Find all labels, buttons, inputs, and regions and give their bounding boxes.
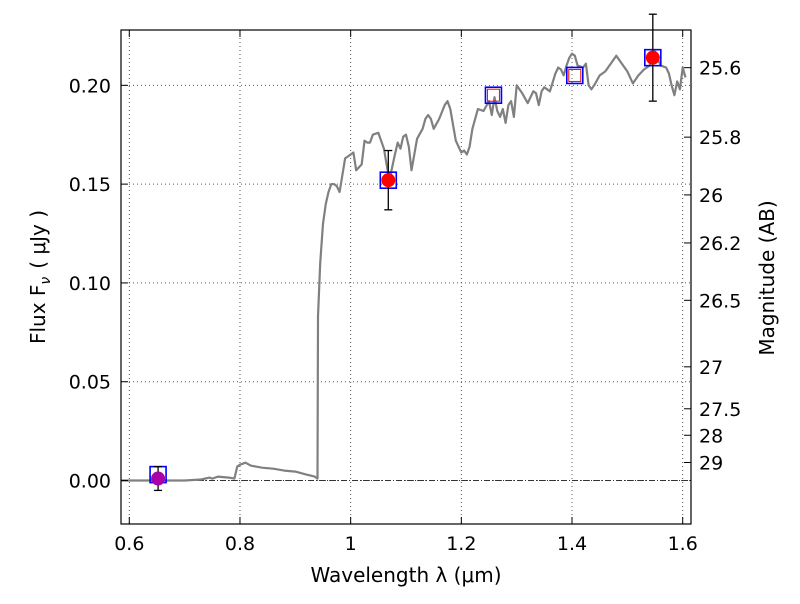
y2-tick-label: 27.5 (699, 399, 741, 421)
y-axis-label: Flux Fν ( μJy ) (26, 210, 54, 344)
observed-flux-point (381, 173, 396, 188)
y2-tick-label: 26 (699, 185, 723, 207)
x-ticks: 0.6 0.8 1 1.2 1.4 1.6 (114, 30, 698, 555)
y-ticks: 0.00 0.05 0.10 0.15 0.20 (69, 75, 128, 493)
photometry-markers (149, 13, 662, 492)
y2-tick-label: 26.5 (699, 290, 741, 312)
y-axis-label-sub: ν (38, 277, 54, 285)
observed-flux-point (645, 50, 660, 65)
y-axis-label-unit: ( μJy ) (26, 210, 50, 269)
y-tick-label: 0.10 (69, 273, 111, 295)
y2-tick-label: 27 (699, 357, 723, 379)
plot-frame (120, 29, 692, 525)
observed-open-square (486, 88, 500, 102)
spectrum-line (121, 50, 687, 482)
y-tick-label: 0.05 (69, 372, 111, 394)
y-tick-label: 0.15 (69, 174, 111, 196)
model-photometry-square (565, 66, 584, 85)
y2-axis-label: Magnitude (AB) (755, 200, 779, 355)
y2-tick-label: 26.2 (699, 233, 741, 255)
x-tick-label: 1 (345, 533, 357, 555)
x-tick-label: 1.4 (557, 533, 587, 555)
model-photometry-square (484, 86, 503, 105)
y2-tick-label: 25.8 (699, 127, 741, 149)
x-tick-label: 1.2 (446, 533, 476, 555)
x-tick-label: 0.6 (114, 533, 144, 555)
x-axis-label: Wavelength λ (μm) (310, 563, 501, 587)
observed-flux-point (151, 471, 166, 486)
x-tick-label: 1.6 (668, 533, 698, 555)
x-tick-label: 0.8 (225, 533, 255, 555)
y-tick-label: 0.20 (69, 75, 111, 97)
y2-tick-label: 29 (699, 453, 723, 475)
grid-lines (121, 30, 691, 524)
y-tick-label: 0.00 (69, 471, 111, 493)
model-spectrum (121, 50, 687, 482)
y2-tick-label: 25.6 (699, 58, 741, 80)
y2-ticks: 25.6 25.8 26 26.2 26.5 27 27.5 28 29 (684, 58, 741, 475)
y2-tick-label: 28 (699, 425, 723, 447)
y-axis-label-main: Flux F (26, 285, 50, 344)
observed-open-square (568, 68, 582, 82)
